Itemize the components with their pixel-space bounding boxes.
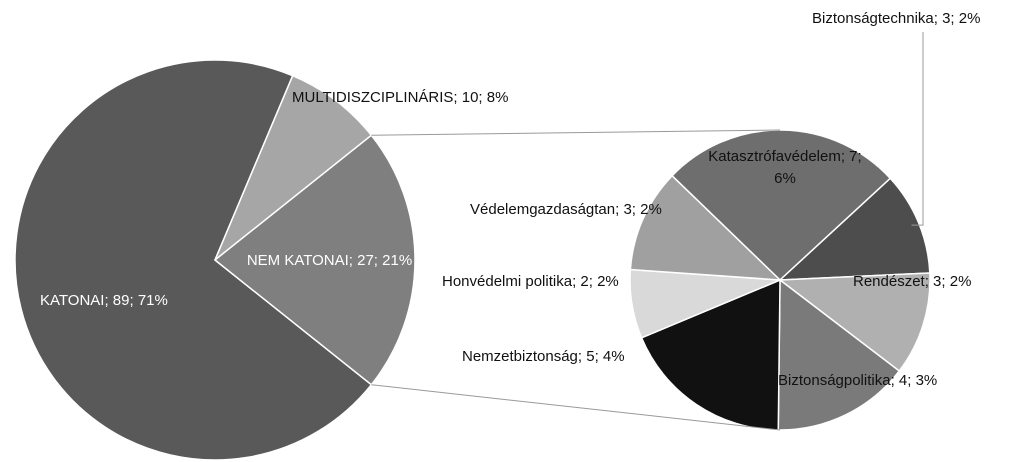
pie-slice [777,272,931,373]
data-label: Rendészet; 3; 2% [853,273,972,290]
pie-slice [640,278,781,431]
pie-slice [14,59,373,461]
data-label: NEM KATONAI; 27; 21% [246,252,413,269]
data-label: MULTIDISZCIPLINÁRIS; 10; 8% [292,89,509,106]
pie-slice [777,177,931,281]
pie-slice [777,278,901,431]
data-label: Nemzetbiztonság; 5; 4% [462,348,625,365]
connector-line [371,129,781,136]
connector-line [371,384,781,431]
data-label: Védelemgazdaságtan; 3; 2% [470,201,662,218]
data-label: Honvédelmi politika; 2; 2% [442,273,619,290]
pie-slice [214,74,373,261]
data-label: Katasztrófavédelem; 7; 6% [708,148,862,187]
data-label: Biztonságtechnika; 3; 2% [812,10,981,27]
leader-line [911,32,924,226]
pie-slice [213,134,416,386]
data-label: Biztonságpolitika; 4; 3% [778,372,938,389]
pie-slice [629,174,783,281]
pie-slice [671,129,892,282]
data-label: KATONAI; 89; 71% [40,292,168,309]
